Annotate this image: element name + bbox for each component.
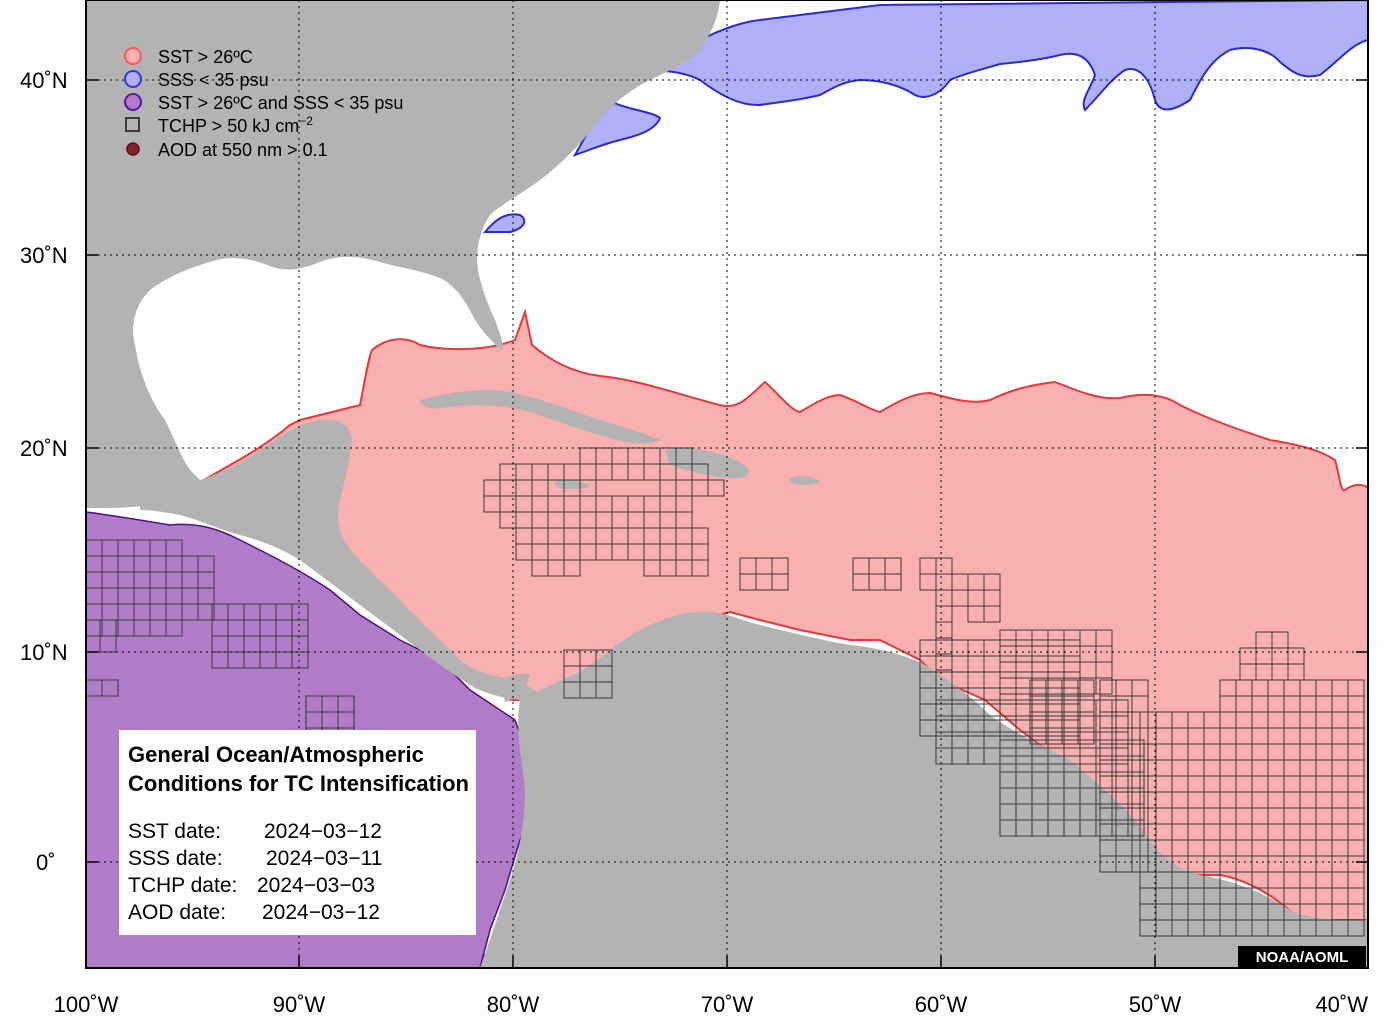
sst-legend-icon	[124, 47, 142, 65]
legend-tchp-sup: −2	[299, 114, 313, 128]
tchp-cell	[595, 681, 613, 699]
tchp-date-value: 2024−03−03	[257, 874, 375, 897]
lat-label-30n: 30˚N	[20, 243, 68, 268]
axis-ticks	[86, 79, 1368, 968]
land	[86, 0, 1368, 968]
legend: SST > 26ºC SSS < 35 psu SST > 26ºC and S…	[124, 47, 403, 160]
lon-label-50w: 50˚W	[1129, 992, 1182, 1017]
tchp-cell	[983, 605, 1001, 623]
info-title-line2: Conditions for TC Intensification	[128, 771, 469, 796]
tchp-legend-icon	[125, 117, 140, 132]
info-box-background	[119, 730, 476, 935]
lat-label-10n: 10˚N	[20, 640, 68, 665]
lon-label-80w: 80˚W	[487, 992, 540, 1017]
aod-legend-icon	[126, 142, 140, 156]
lon-label-90w: 90˚W	[273, 992, 326, 1017]
aod-date-value: 2024−03−12	[262, 901, 380, 924]
tchp-cell	[1347, 695, 1365, 713]
lon-label-70w: 70˚W	[701, 992, 754, 1017]
tchp-cell	[1095, 677, 1113, 695]
tchp-cell	[563, 559, 581, 577]
tchp-cell	[771, 573, 789, 591]
legend-sst-label: SST > 26ºC	[158, 47, 253, 67]
tchp-cell	[1131, 855, 1149, 873]
both-legend-icon	[124, 93, 142, 111]
lon-label-100w: 100˚W	[54, 992, 119, 1017]
credit-background	[1238, 946, 1366, 967]
info-title-line1: General Ocean/Atmospheric	[128, 742, 424, 767]
tchp-cell	[691, 559, 709, 577]
legend-sss-label: SSS < 35 psu	[158, 70, 269, 90]
sss-date-value: 2024−03−11	[266, 847, 382, 870]
sss-legend-icon	[124, 70, 142, 88]
sst-date-value: 2024−03−12	[264, 820, 382, 843]
tchp-cell	[1271, 631, 1289, 649]
lat-label-40n: 40˚N	[20, 68, 68, 93]
tchp-cell	[197, 603, 215, 621]
credit-label: NOAA/AOML	[1256, 949, 1349, 966]
sss-region-florida	[482, 213, 526, 233]
tchp-cell	[291, 651, 309, 669]
tchp-cell	[101, 679, 119, 697]
tchp-cell	[1347, 919, 1365, 937]
sst-date-label: SST date:	[128, 820, 221, 843]
gridlines	[86, 0, 1368, 968]
lon-label-40w: 40˚W	[1315, 992, 1368, 1017]
legend-aod-label: AOD at 550 nm > 0.1	[158, 140, 328, 160]
aod-date-label: AOD date:	[128, 901, 226, 924]
lat-label-20n: 20˚N	[20, 436, 68, 461]
tchp-cell	[707, 479, 725, 497]
tchp-cell	[291, 619, 309, 637]
tchp-cell	[1127, 819, 1145, 837]
tchp-cell	[1287, 663, 1305, 681]
tchp-cell	[1077, 727, 1095, 745]
legend-both-label: SST > 26ºC and SSS < 35 psu	[158, 93, 403, 113]
sss-date-label: SSS date:	[128, 847, 223, 870]
tchp-cell	[99, 635, 117, 653]
lat-label-0: 0˚	[36, 850, 56, 875]
legend-tchp-label: TCHP > 50 kJ cm−2	[158, 114, 313, 136]
lon-label-60w: 60˚W	[915, 992, 968, 1017]
tchp-date-label: TCHP date:	[128, 874, 237, 897]
tchp-grid	[86, 447, 1365, 937]
info-box: General Ocean/Atmospheric Conditions for…	[119, 730, 476, 935]
tchp-cell	[884, 557, 902, 575]
